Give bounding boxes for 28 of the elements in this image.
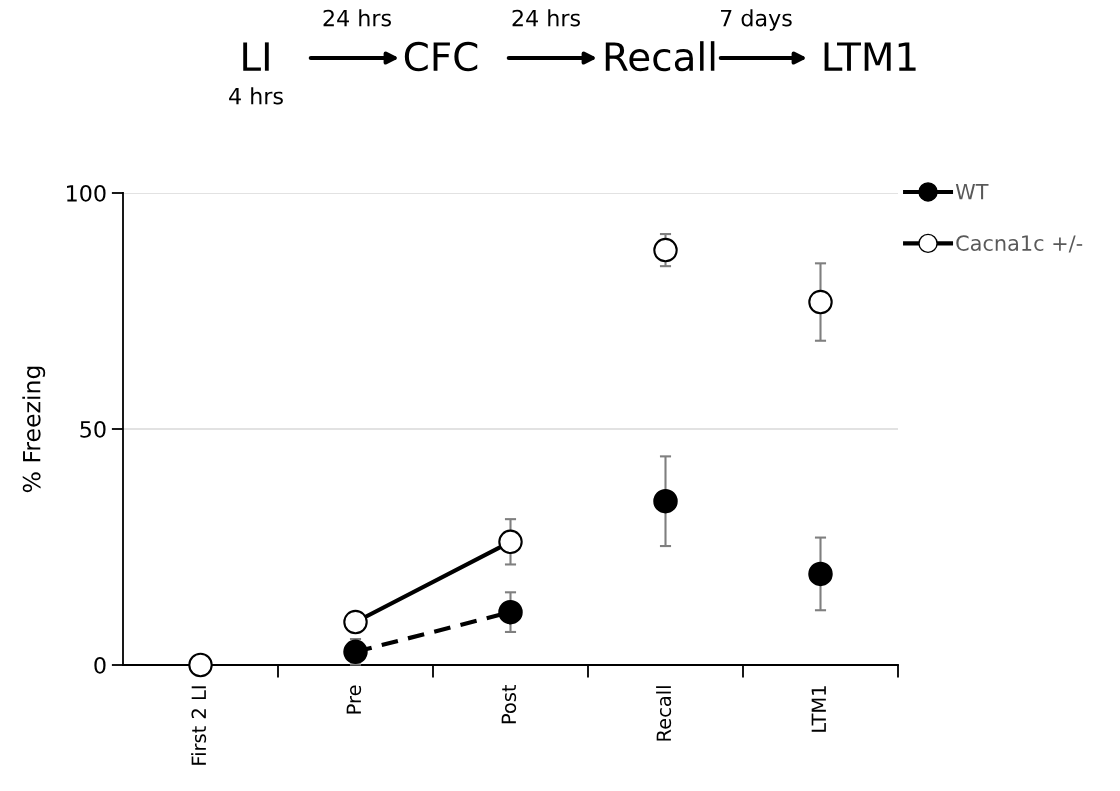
point: [653, 488, 678, 514]
x-tick-label: Pre: [346, 685, 362, 714]
x-tick-label: LTM1: [811, 686, 826, 732]
point: [808, 561, 833, 587]
text: 24 hrs: [512, 9, 580, 27]
point: [343, 639, 368, 665]
text: LTM1: [824, 42, 916, 71]
y-tick-label: 0: [94, 656, 106, 674]
point: [498, 529, 523, 555]
text: Recall: [605, 41, 715, 72]
text: 4 hrs: [229, 87, 283, 105]
point: [498, 599, 523, 625]
point: [188, 652, 213, 678]
x-tick-label: First 2 LI: [191, 686, 207, 765]
x-tick-label: Post: [501, 684, 517, 724]
text: CFC: [404, 41, 478, 72]
text: 24 hrs: [323, 9, 391, 27]
y-tick-label: 50: [80, 420, 106, 438]
y-axis-title: % Freezing: [22, 366, 46, 493]
point: [653, 237, 678, 263]
text: 7 days: [720, 9, 792, 31]
legend-label: Cacna1c +/-: [956, 235, 1083, 253]
x-tick-label: Recall: [656, 686, 672, 741]
point: [808, 289, 833, 315]
text: LI: [243, 42, 269, 71]
y-tick-label: 100: [67, 184, 106, 202]
point: [343, 609, 368, 635]
legend-label: WT: [955, 184, 989, 200]
